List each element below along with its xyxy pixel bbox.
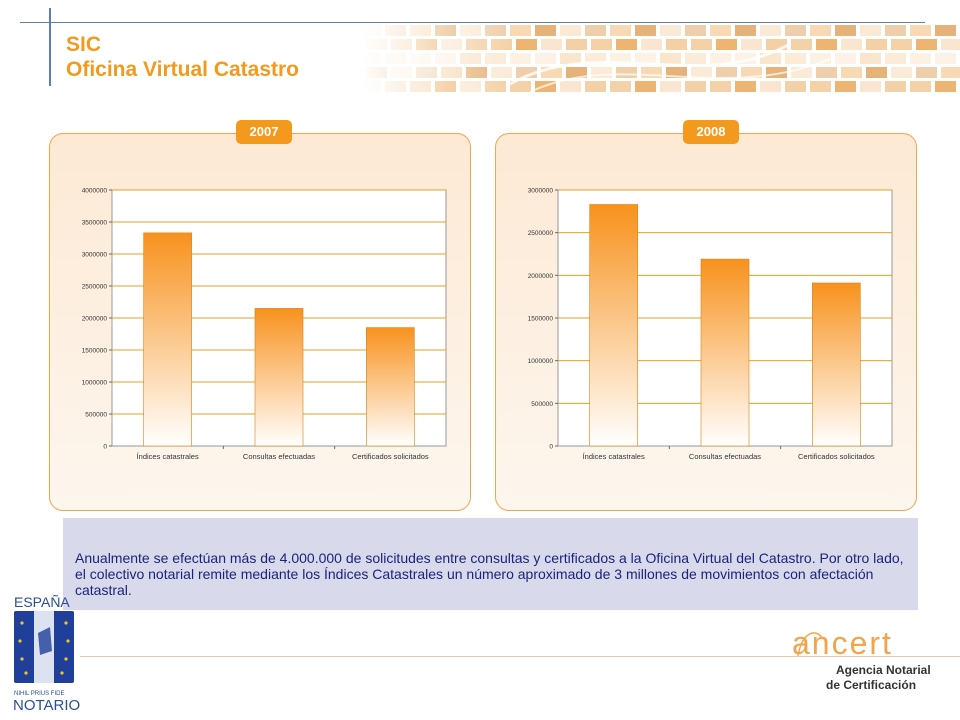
x-tick-label: Índices catastrales [137,452,199,461]
bar-chart-2008: 0 500000 1000000 1500000 2000000 2500000 30000… [528,188,893,461]
description-box: Anualmente se efectúan más de 4.000.000 … [63,518,918,610]
year-tab-2007: 2007 [236,120,292,144]
x-tick-label: Certificados solicitados [798,452,875,461]
ancert-line-2: de Certificación [826,678,916,692]
y-tick-label: 4000000 [82,188,108,195]
y-tick-label: 2500000 [528,230,554,237]
y-tick-label: 2000000 [82,316,108,323]
title-line-2: Oficina Virtual Catastro [66,58,300,81]
x-tick-label: Consultas efectuadas [243,452,315,461]
logo-name-text: NOTARIO [13,697,80,713]
bar [254,308,304,447]
header-horizontal-line [20,22,925,23]
year-tab-2008: 2008 [683,120,739,144]
bar [366,327,415,447]
y-tick-label: 2500000 [82,284,108,291]
header-banner-decoration [360,24,960,94]
bar [143,232,192,447]
logo-country-text: ESPAÑA [14,594,70,610]
logo-motto-text: NIHIL PRIUS FIDE [14,691,64,697]
description-text: Anualmente se efectúan más de 4.000.000 … [75,550,904,598]
page-title: SIC Oficina Virtual Catastro [66,32,299,82]
footer-divider [80,656,960,657]
y-tick-label: 1500000 [82,348,108,355]
y-tick-label: 0 [549,444,553,451]
y-tick-label: 1000000 [82,380,108,387]
bar [700,258,750,447]
bar [589,204,638,447]
y-tick-label: 0 [103,444,107,451]
y-tick-label: 3000000 [528,188,554,195]
x-tick-label: Certificados solicitados [352,452,429,461]
bar [812,282,861,447]
bar-chart-2007: 0 500000 1000000 1500000 2000000 2500000 30000… [82,188,447,461]
header-vertical-line [49,8,51,86]
ancert-logo: ancert Agencia Notarial de Certificación [792,625,931,692]
ancert-line-1: Agencia Notarial [836,663,931,677]
y-tick-label: 3000000 [82,252,108,259]
y-tick-label: 1500000 [528,316,554,323]
title-line-1: SIC [66,33,102,56]
notario-espana-logo: ESPAÑA NIHIL PRIUS FIDE NOTARIO [13,594,80,713]
y-tick-label: 1000000 [528,358,554,365]
x-tick-label: Consultas efectuadas [689,452,761,461]
y-tick-label: 2000000 [528,273,554,280]
ancert-brand-text: ancert [792,625,893,661]
y-tick-label: 500000 [85,412,107,419]
y-tick-label: 3500000 [82,220,108,227]
x-tick-label: Índices catastrales [583,452,645,461]
y-tick-label: 500000 [531,401,553,408]
